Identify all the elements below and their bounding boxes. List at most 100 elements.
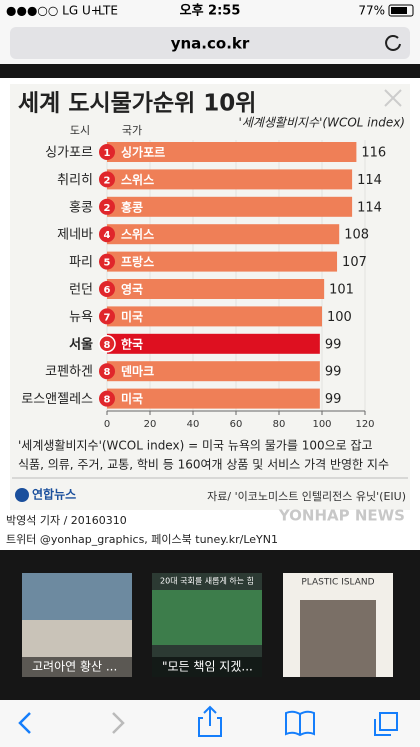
- city-label: 홍콩: [69, 200, 93, 215]
- x-tick-label: 80: [273, 419, 286, 430]
- country-label: 미국: [121, 309, 143, 324]
- x-tick-label: 120: [355, 419, 374, 430]
- rank-label: 8: [104, 395, 111, 406]
- thumbnail-detail: [300, 600, 376, 677]
- battery-text: 77%: [358, 4, 385, 18]
- x-tick-label: 60: [230, 419, 243, 430]
- bar: [107, 388, 320, 409]
- bar: [107, 224, 340, 245]
- thumbnail-caption: "모든 책임 지겠...: [162, 659, 253, 674]
- value-label: 100: [327, 310, 352, 325]
- source: 자료/ '이코노미스트 인텔리전스 유닛'(EIU): [207, 490, 406, 503]
- rank-label: 7: [104, 312, 111, 323]
- bar: [107, 196, 353, 217]
- caption-bg: [22, 657, 132, 677]
- country-label: 영국: [121, 282, 143, 297]
- x-tick-label: 0: [104, 419, 110, 430]
- city-label: 싱가포르: [45, 146, 93, 161]
- value-label: 99: [325, 392, 342, 407]
- tabs-button[interactable]: [379, 712, 398, 731]
- note-line: '세계생활비지수'(WCOL index) = 미국 뉴욕의 물가를 100으로…: [18, 439, 373, 453]
- byline: 트위터 @yonhap_graphics, 페이스북 tuney.kr/LeYN…: [6, 533, 278, 546]
- thumbnail-text: PLASTIC ISLAND: [301, 578, 374, 588]
- battery-level: [391, 7, 407, 14]
- country-label: 한국: [121, 336, 143, 351]
- url: yna.co.kr: [171, 35, 250, 53]
- x-tick-label: 100: [312, 419, 331, 430]
- logo: 연합뉴스: [32, 487, 76, 502]
- country-label: 프랑스: [121, 255, 154, 269]
- city-label: 제네바: [57, 228, 93, 243]
- carrier: ●●●○○ LG U+: [6, 4, 101, 18]
- time: 오후 2:55: [180, 3, 241, 19]
- city-label: 서울: [69, 336, 93, 352]
- bar: [107, 306, 322, 327]
- country-label: 싱가포르: [121, 145, 165, 160]
- rank-badge: [98, 335, 116, 353]
- watermark: YONHAP NEWS: [278, 507, 405, 525]
- value-label: 114: [357, 200, 382, 215]
- reload-button[interactable]: [385, 35, 401, 51]
- bar: [107, 142, 357, 162]
- bar: [107, 251, 338, 272]
- x-tick-label: 40: [187, 419, 200, 430]
- bar: [107, 169, 353, 190]
- value-label: 107: [342, 255, 367, 270]
- country-label: 미국: [121, 391, 143, 406]
- rank-badge: [99, 308, 115, 325]
- value-label: 99: [325, 337, 342, 352]
- value-label: 108: [344, 228, 369, 243]
- city-label: 취리히: [57, 173, 93, 188]
- bar: [107, 279, 325, 299]
- rank-label: 2: [104, 175, 111, 186]
- share-button[interactable]: [198, 705, 222, 737]
- city-label: 코펜하겐: [45, 365, 93, 380]
- country-label: 스위스: [121, 228, 154, 242]
- rank-badge: [99, 171, 115, 188]
- note-line: 식품, 의류, 주거, 교통, 학비 등 160여개 상품 및 서비스 가격 반…: [18, 458, 389, 472]
- byline: 박영석 기자 / 20160310: [6, 514, 127, 527]
- city-label: 런던: [69, 283, 93, 298]
- city-label: 로스앤젤레스: [21, 392, 93, 407]
- thumbnail-detail: [152, 590, 262, 645]
- rank-label: 1: [104, 148, 111, 159]
- network: LTE: [98, 4, 118, 18]
- thumbnail-text: 20대 국회를 새롭게 하는 힘: [160, 576, 254, 586]
- thumbnail-caption: 고려아연 황산 ...: [32, 660, 117, 674]
- country-label: 홍콩: [121, 199, 143, 214]
- column-header: 국가: [122, 124, 142, 137]
- rank-badge: [99, 253, 115, 270]
- bookmarks-button[interactable]: [285, 710, 315, 737]
- logo-icon: [15, 488, 29, 502]
- value-label: 116: [361, 146, 386, 161]
- value-label: 114: [357, 173, 382, 188]
- city-label: 파리: [69, 255, 93, 270]
- close-icon[interactable]: [384, 89, 402, 107]
- rank-badge: [99, 281, 115, 297]
- rank-badge: [99, 390, 115, 407]
- rank-badge: [99, 363, 115, 380]
- back-button[interactable]: [18, 712, 31, 734]
- column-header: 도시: [70, 124, 90, 137]
- country-label: 스위스: [121, 173, 154, 187]
- rank-label: 8: [104, 340, 111, 351]
- rank-label: 6: [104, 285, 111, 296]
- rank-badge: [99, 226, 115, 243]
- address-bar[interactable]: [10, 27, 410, 59]
- caption-bg: [152, 657, 262, 677]
- rank-label: 4: [104, 230, 111, 241]
- forward-button[interactable]: [112, 712, 125, 734]
- rank-label: 5: [104, 258, 111, 269]
- country-label: 덴마크: [121, 364, 154, 379]
- rank-badge: [99, 198, 115, 215]
- bar: [107, 333, 320, 354]
- rank-label: 2: [104, 203, 111, 214]
- x-tick-label: 20: [144, 419, 157, 430]
- rank-badge: [99, 144, 115, 160]
- chart-subtitle: '세계생활비지수'(WCOL index): [239, 116, 405, 130]
- rank-label: 8: [104, 367, 111, 378]
- chart-title: 세계 도시물가순위 10위: [18, 91, 256, 117]
